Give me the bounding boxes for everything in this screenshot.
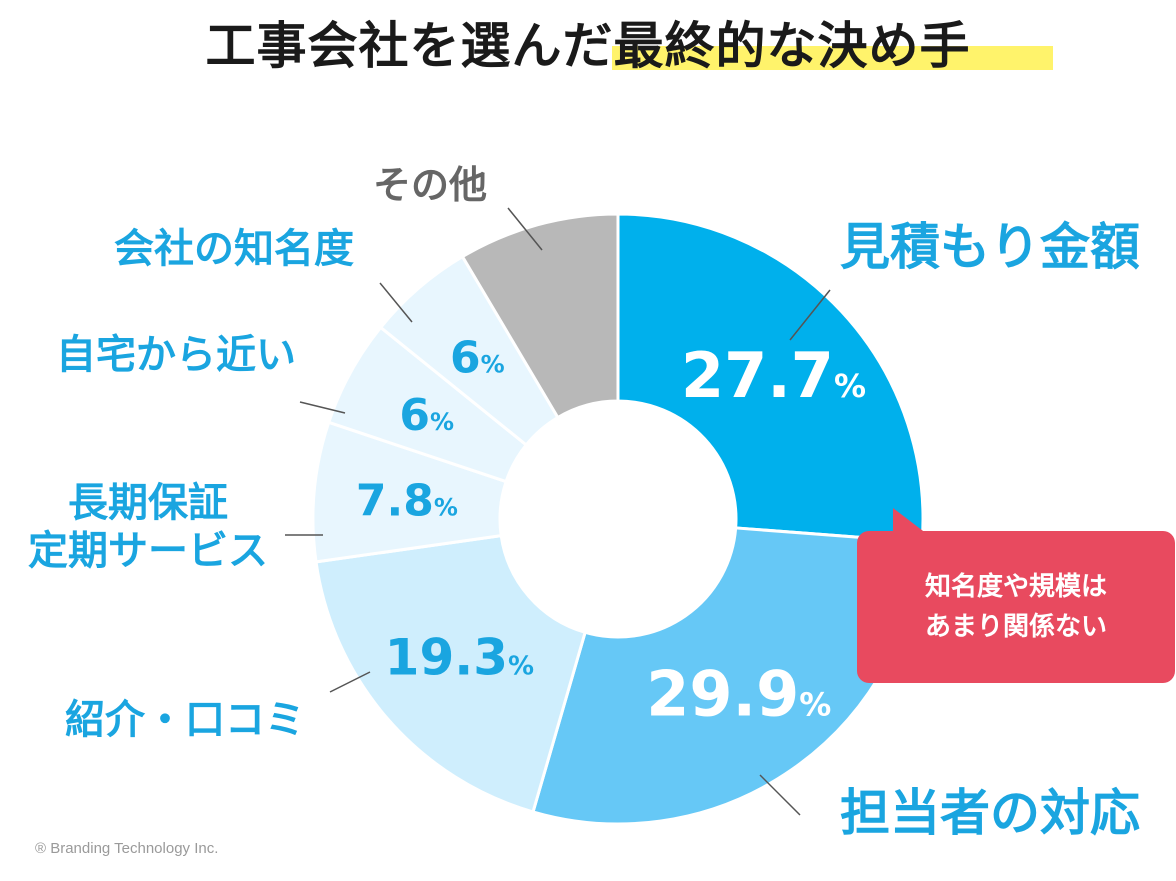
value-label-4: 7.8% — [356, 476, 458, 527]
category-label-2: 担当者の対応 — [840, 784, 1140, 842]
leader-line-2 — [759, 774, 801, 816]
leader-lines — [285, 207, 831, 816]
leader-line-7 — [507, 207, 543, 251]
category-label-7: その他 — [373, 163, 487, 207]
leader-line-6 — [379, 282, 413, 323]
slice-7 — [460, 212, 620, 420]
value-label-5: 6% — [399, 390, 454, 441]
copyright: ® Branding Technology Inc. — [35, 840, 219, 857]
callout-tail — [893, 508, 927, 534]
value-label-3: 19.3% — [385, 629, 534, 687]
leader-line-1 — [789, 289, 831, 341]
callout-line-1: 知名度や規模は — [924, 572, 1107, 602]
value-label-1: 27.7% — [681, 339, 866, 412]
callout-box: 知名度や規模は あまり関係ない — [857, 531, 1175, 683]
callout-line-2: あまり関係ない — [924, 612, 1107, 642]
title-highlight — [612, 46, 1053, 70]
category-label-1: 見積もり金額 — [840, 218, 1140, 276]
category-label-5: 自宅から近い — [56, 332, 296, 378]
chart-title: 工事会社を選んだ最終的な決め手 — [205, 17, 971, 75]
chart-slices — [311, 212, 925, 826]
value-label-2: 29.9% — [646, 658, 831, 731]
title-area: 工事会社を選んだ最終的な決め手 — [0, 0, 1176, 80]
leader-line-3 — [329, 671, 371, 693]
value-labels: 27.7% 29.9% 19.3% 7.8% 6% 6% — [356, 332, 866, 730]
slice-3 — [314, 533, 587, 814]
category-label-3: 紹介・口コミ — [65, 697, 305, 743]
callout-text: 知名度や規模は あまり関係ない — [857, 567, 1175, 647]
value-label-6: 6% — [450, 332, 505, 383]
category-label-4: 長期保証定期サービス — [28, 480, 268, 574]
slice-1 — [616, 212, 925, 544]
leader-line-5 — [299, 401, 346, 414]
category-label-6: 会社の知名度 — [114, 226, 354, 272]
